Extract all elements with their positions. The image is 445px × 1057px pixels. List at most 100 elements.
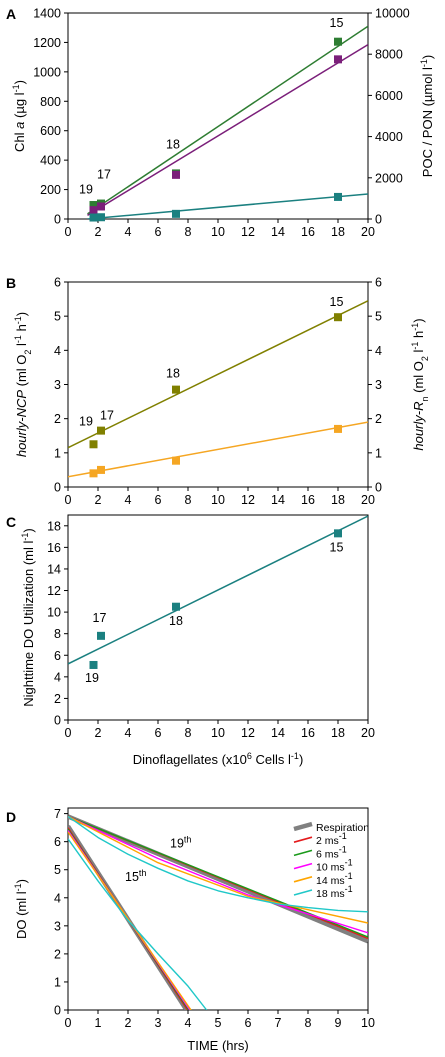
x-tick-label: 8 (185, 225, 192, 239)
x-tick-label: 8 (185, 726, 192, 740)
y-tick-label: 200 (40, 183, 61, 197)
x-tick-label: 0 (65, 1016, 72, 1030)
x-tick-label: 14 (271, 493, 285, 507)
y-tick-label: 14 (47, 562, 61, 576)
y-axis-title: Nighttime DO Utilization (ml l-1) (20, 528, 36, 707)
y2-tick-label: 0 (375, 481, 382, 495)
x-tick-label: 3 (155, 1016, 162, 1030)
y-tick-label: 1 (54, 975, 61, 989)
point-label: 19 (79, 415, 93, 429)
x-tick-label: 16 (301, 225, 315, 239)
data-point (334, 37, 342, 46)
y-tick-label: 3 (54, 919, 61, 933)
y-tick-label: 2 (54, 412, 61, 426)
y2-tick-label: 2000 (375, 171, 403, 185)
label-part: 18 ms (316, 888, 345, 900)
y-tick-label: 6 (54, 649, 61, 663)
fit-line (68, 300, 368, 449)
x-tick-label: 8 (305, 1016, 312, 1030)
legend-swatch (293, 836, 313, 843)
data-point (172, 456, 180, 465)
data-point (97, 213, 105, 222)
label-part: Respiration (316, 822, 369, 834)
x-tick-label: 20 (361, 493, 375, 507)
x-tick-label: 14 (271, 726, 285, 740)
y-tick-label: 400 (40, 154, 61, 168)
label-part: ) (420, 55, 435, 59)
y-tick-label: 16 (47, 541, 61, 555)
data-point (89, 213, 98, 222)
label-part: -1 (345, 871, 353, 881)
x-tick-label: 0 (65, 493, 72, 507)
y-tick-label: 1400 (33, 7, 61, 21)
point-label: 15 (330, 541, 344, 555)
x-tick-label: 8 (185, 493, 192, 507)
data-point (334, 529, 342, 538)
data-point (89, 440, 98, 449)
y-tick-label: 2 (54, 692, 61, 706)
annotation-suffix: th (184, 834, 192, 844)
label-part: DO (ml l (14, 891, 29, 939)
y-tick-label: 0 (54, 1004, 61, 1018)
x-tick-label: 16 (301, 726, 315, 740)
y-tick-label: 5 (54, 310, 61, 324)
label-part: Chl (12, 129, 27, 152)
y2-tick-label: 1 (375, 446, 382, 460)
curve-annotation: 15th (125, 868, 146, 884)
label-part: 2 (23, 350, 33, 355)
legend-label: 6 ms-1 (316, 844, 347, 860)
plot-frame (67, 12, 369, 220)
data-point (334, 55, 342, 64)
label-part: ) (12, 80, 27, 84)
fit-line (87, 25, 368, 215)
x-tick-label: 2 (95, 493, 102, 507)
x-tick-label: 12 (241, 726, 255, 740)
x-tick-label: 4 (125, 225, 132, 239)
data-point (89, 469, 98, 478)
x-tick-label: 5 (215, 1016, 222, 1030)
panel-B: B0 2 4 6 8 10 12 14 16 18 2001234560123456hourly-N… (6, 275, 430, 507)
y-axis-title: DO (ml l-1) (13, 879, 29, 939)
point-label: 17 (93, 611, 107, 625)
y2-axis-title: hourly-Rn (ml O2 l-1 h-1) (410, 318, 430, 450)
label-part: -1 (20, 533, 30, 541)
y-tick-label: 3 (54, 378, 61, 392)
label-part: -1 (13, 316, 23, 324)
point-label: 17 (100, 408, 114, 422)
point-label: 19 (79, 182, 93, 196)
x-tick-label: 1 (95, 1016, 102, 1030)
x-tick-label: 6 (155, 493, 162, 507)
panel-letter: C (6, 514, 16, 530)
y2-tick-label: 6000 (375, 89, 403, 103)
x-tick-label: 2 (95, 726, 102, 740)
label-part: ) (21, 528, 36, 532)
x-tick-label: 20 (361, 726, 375, 740)
panel-A: A0 2 4 6 8 10 12 14 16 18 200200400600800100012001… (6, 6, 435, 239)
x-tick-label: 18 (331, 493, 345, 507)
label-part: -1 (345, 884, 353, 894)
x-tick-label: 2 (125, 1016, 132, 1030)
y-tick-label: 4 (54, 670, 61, 684)
y2-axis-title: POC / PON (µmol l-1) (419, 55, 435, 177)
y-axis-title: Chl a (µg l-1) (11, 80, 27, 152)
y-tick-label: 7 (54, 807, 61, 821)
y-tick-label: 0 (54, 213, 61, 227)
label-part: -1 (410, 342, 420, 350)
label-part: 2 (420, 356, 430, 361)
x-tick-label: 10 (211, 493, 225, 507)
y-tick-label: 0 (54, 481, 61, 495)
x-tick-label: 20 (361, 225, 375, 239)
x-tick-label: 0 (65, 726, 72, 740)
legend-label: Respiration (316, 822, 369, 834)
series-line (68, 815, 368, 924)
x-tick-label: 6 (155, 225, 162, 239)
data-point (89, 206, 98, 215)
label-part: ) (411, 318, 426, 322)
point-label: 17 (97, 168, 111, 182)
x-tick-label: 12 (241, 225, 255, 239)
y-tick-label: 4 (54, 344, 61, 358)
y-tick-label: 2 (54, 947, 61, 961)
x-tick-label: 4 (125, 493, 132, 507)
y-tick-label: 0 (54, 714, 61, 728)
